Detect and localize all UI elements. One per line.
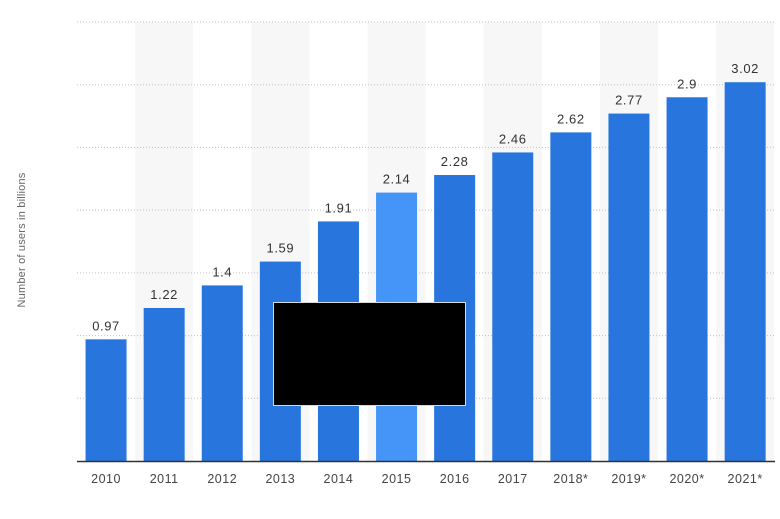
x-tick-label: 2019* — [611, 472, 646, 486]
x-tick-label: 2016 — [440, 472, 470, 486]
bar-2018-proj — [550, 132, 592, 461]
x-tick-labels: 2010 2011 2012 2013 2014 2015 2016 2017 2018* 201… — [91, 472, 763, 486]
value-label: 1.22 — [150, 287, 178, 302]
x-tick-label: 2015 — [382, 472, 412, 486]
bar-2010 — [85, 339, 127, 461]
value-label: 3.02 — [731, 61, 759, 76]
x-tick-label: 2012 — [207, 472, 237, 486]
bar-2021-proj — [724, 82, 766, 461]
x-tick-label: 2020* — [669, 472, 704, 486]
value-label: 2.14 — [383, 172, 411, 187]
value-label: 1.4 — [212, 264, 232, 279]
bar-2020-proj — [666, 97, 708, 461]
redaction-box — [273, 302, 466, 406]
bar-2019-proj — [608, 113, 650, 461]
bar-2012 — [201, 285, 243, 461]
y-axis-title-container: Number of users in billions — [12, 140, 32, 340]
x-tick-label: 2014 — [324, 472, 354, 486]
y-axis-title: Number of users in billions — [16, 172, 28, 308]
x-tick-label: 2010 — [91, 472, 121, 486]
x-tick-label: 2017 — [498, 472, 528, 486]
value-label: 2.28 — [441, 154, 469, 169]
value-label: 2.62 — [557, 111, 585, 126]
bar-2017 — [492, 152, 534, 461]
value-label: 2.9 — [677, 76, 697, 91]
value-label: 0.97 — [92, 318, 120, 333]
value-label: 2.46 — [499, 131, 527, 146]
value-labels: 0.97 1.22 1.4 1.59 1.91 2.14 2.28 2.46 2.62 2.77 2… — [92, 61, 759, 333]
value-label: 2.77 — [615, 93, 643, 108]
x-tick-label: 2011 — [150, 472, 179, 486]
value-label: 1.59 — [266, 241, 294, 256]
x-tick-label: 2021* — [728, 472, 763, 486]
bar-2011 — [143, 307, 185, 461]
value-label: 1.91 — [325, 200, 353, 215]
x-tick-label: 2018* — [553, 472, 588, 486]
x-tick-label: 2013 — [265, 472, 295, 486]
